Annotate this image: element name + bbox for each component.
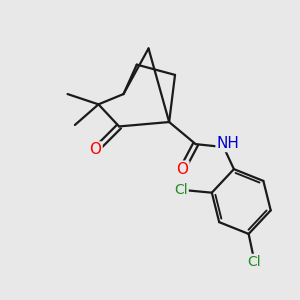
Text: O: O [89,142,101,158]
Text: O: O [176,162,188,177]
Text: NH: NH [217,136,239,151]
Text: Cl: Cl [248,255,261,269]
Text: Cl: Cl [174,183,188,197]
